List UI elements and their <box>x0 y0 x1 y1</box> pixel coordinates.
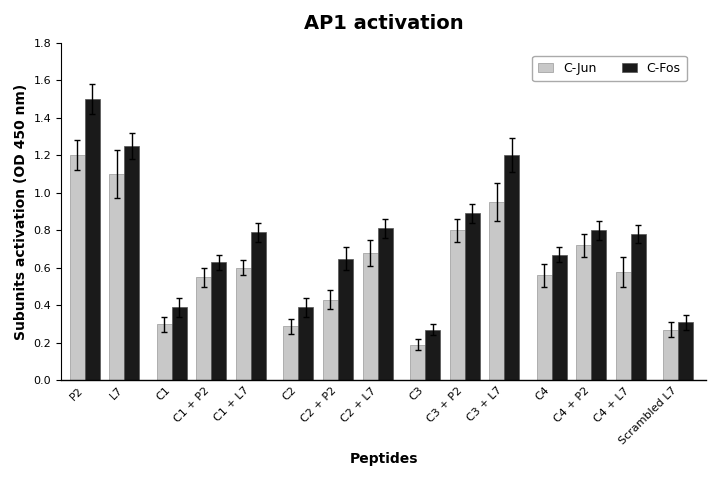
Bar <box>157 324 172 381</box>
X-axis label: Peptides: Peptides <box>349 452 418 466</box>
Bar <box>678 322 693 381</box>
Bar <box>172 307 186 381</box>
Bar <box>197 277 212 381</box>
Bar <box>284 326 298 381</box>
Bar <box>70 156 85 381</box>
Bar <box>536 276 552 381</box>
Bar <box>377 228 392 381</box>
Bar <box>425 330 440 381</box>
Y-axis label: Subunits activation (OD 450 nm): Subunits activation (OD 450 nm) <box>14 84 28 340</box>
Bar <box>449 230 464 381</box>
Bar <box>576 245 591 381</box>
Bar <box>251 232 266 381</box>
Title: AP1 activation: AP1 activation <box>304 14 464 33</box>
Bar <box>631 234 646 381</box>
Bar <box>591 230 606 381</box>
Bar <box>363 253 377 381</box>
Bar <box>616 272 631 381</box>
Bar <box>212 262 226 381</box>
Bar <box>504 156 519 381</box>
Bar <box>338 259 353 381</box>
Bar <box>663 330 678 381</box>
Legend: C-Jun, C-Fos: C-Jun, C-Fos <box>532 56 687 81</box>
Bar <box>410 345 425 381</box>
Bar <box>298 307 313 381</box>
Bar <box>464 214 480 381</box>
Bar <box>236 268 251 381</box>
Bar <box>125 146 139 381</box>
Bar <box>109 174 125 381</box>
Bar <box>552 255 567 381</box>
Bar <box>489 202 504 381</box>
Bar <box>85 99 99 381</box>
Bar <box>323 300 338 381</box>
